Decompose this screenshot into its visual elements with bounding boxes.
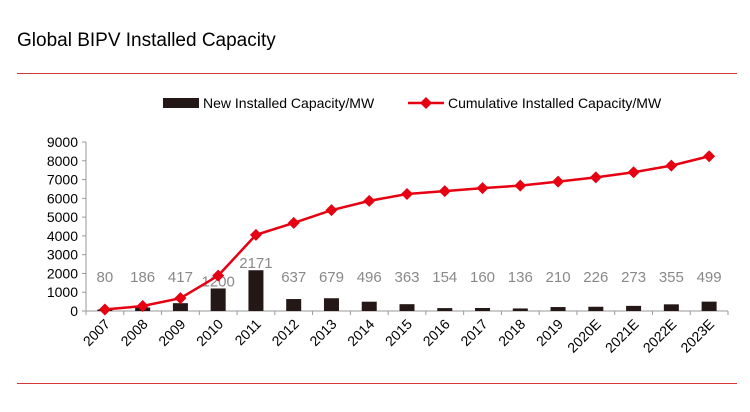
data-label: 226: [583, 269, 608, 286]
bottom-divider: [17, 383, 737, 384]
x-tick-label: 2008: [117, 316, 150, 349]
data-label: 186: [130, 269, 155, 286]
bar: [663, 304, 679, 311]
x-tick-label: 2012: [268, 316, 301, 349]
legend-swatch-bars: [163, 98, 199, 108]
line-marker: [552, 175, 565, 188]
data-label: 1200: [201, 273, 234, 290]
data-label: 499: [697, 269, 722, 286]
bar: [399, 304, 415, 311]
line-marker: [136, 300, 149, 313]
x-tick-label: 2010: [193, 316, 226, 349]
y-tick-label: 6000: [47, 190, 78, 206]
data-label: 210: [546, 269, 571, 286]
data-label: 637: [281, 269, 306, 286]
data-label: 136: [508, 269, 533, 286]
bar: [550, 307, 566, 311]
line-marker: [325, 204, 338, 217]
x-tick-label: 2011: [231, 316, 264, 349]
bar: [437, 308, 453, 311]
data-label: 679: [319, 269, 344, 286]
bar: [172, 303, 188, 311]
bar: [323, 298, 339, 311]
data-label: 273: [621, 269, 646, 286]
line-marker: [174, 292, 187, 305]
bar: [701, 301, 717, 311]
data-label: 154: [432, 269, 457, 286]
line-marker: [98, 303, 111, 316]
x-tick-label: 2018: [495, 316, 528, 349]
y-tick-label: 5000: [47, 209, 78, 225]
line-marker: [401, 188, 413, 201]
line-marker: [703, 150, 716, 163]
line-marker: [514, 179, 527, 192]
bar: [475, 307, 491, 311]
data-label: 496: [357, 269, 382, 286]
y-tick-label: 8000: [47, 153, 78, 169]
y-tick-label: 7000: [47, 172, 78, 188]
bar: [210, 288, 226, 311]
bar: [248, 270, 264, 311]
legend-marker: [420, 97, 432, 109]
y-tick-label: 9000: [47, 134, 78, 150]
page-title: Global BIPV Installed Capacity: [17, 30, 276, 51]
x-tick-label: 2023E: [677, 316, 717, 356]
line-marker: [212, 269, 225, 282]
data-label: 160: [470, 269, 495, 286]
x-tick-label: 2015: [382, 316, 415, 349]
cumulative-line: [104, 155, 710, 311]
y-tick-label: 2000: [47, 265, 78, 281]
top-divider: [17, 73, 737, 74]
bar: [361, 301, 377, 311]
bar: [588, 306, 604, 311]
data-label: 2171: [239, 255, 272, 272]
legend-label: Cumulative Installed Capacity/MW: [448, 95, 662, 111]
data-label: 363: [394, 269, 419, 286]
line-marker: [287, 216, 300, 229]
x-tick-label: 2022E: [640, 316, 680, 356]
line-marker: [438, 185, 451, 198]
x-tick-label: 2007: [80, 316, 113, 349]
y-tick-label: 4000: [47, 228, 78, 244]
line-marker: [665, 159, 678, 172]
line-marker: [476, 182, 489, 195]
bar: [626, 305, 642, 311]
x-tick-label: 2009: [155, 316, 188, 349]
x-tick-label: 2016: [420, 316, 453, 349]
data-label: 417: [168, 269, 193, 286]
line-marker: [627, 166, 640, 179]
line-marker: [363, 194, 376, 207]
line-marker: [249, 228, 262, 241]
y-tick-label: 0: [70, 303, 78, 319]
x-tick-label: 2014: [344, 316, 377, 349]
bar: [512, 308, 528, 311]
legend-label: New Installed Capacity/MW: [203, 95, 375, 111]
x-tick-label: 2013: [306, 316, 339, 349]
y-tick-label: 1000: [47, 284, 78, 300]
x-tick-label: 2017: [457, 316, 490, 349]
data-label: 80: [97, 269, 114, 286]
data-label: 355: [659, 269, 684, 286]
x-tick-label: 2020E: [564, 316, 604, 356]
x-tick-label: 2021E: [602, 316, 642, 356]
bar: [286, 299, 302, 311]
line-marker: [589, 171, 602, 184]
y-tick-label: 3000: [47, 247, 78, 263]
x-tick-label: 2019: [533, 316, 566, 349]
